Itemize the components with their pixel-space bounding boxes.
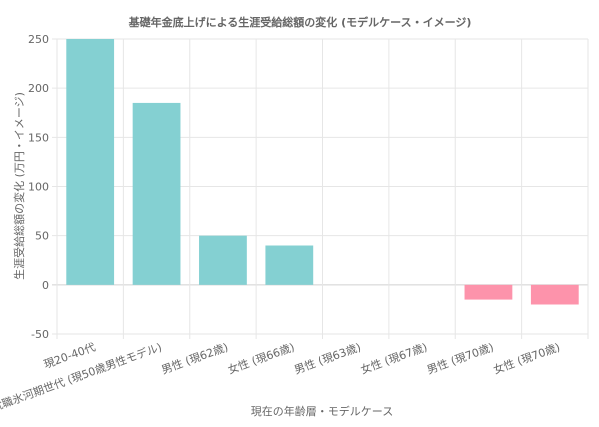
bar (530, 284, 579, 305)
x-tick-label: 女性 (現67歳) (358, 340, 429, 377)
x-tick-label: 男性 (現62歳) (159, 340, 230, 377)
x-tick-label: 男性 (現70歳) (425, 340, 496, 377)
grid-lines (52, 38, 589, 339)
x-tick-label: 男性 (現63歳) (292, 340, 363, 377)
y-tick-label: 50 (35, 230, 49, 243)
x-tick-label: 女性 (現70歳) (491, 340, 562, 377)
y-tick-label: 250 (28, 33, 49, 46)
chart-title: 基礎年金底上げによる生涯受給総額の変化 (モデルケース・イメージ) (128, 15, 472, 29)
bar (66, 39, 115, 285)
x-tick-label: 女性 (現66歳) (226, 340, 297, 377)
y-tick-label: 100 (28, 181, 49, 194)
bars (66, 39, 579, 305)
bar (199, 235, 247, 285)
y-tick-label: 200 (28, 82, 49, 95)
y-axis-title: 生涯受給総額の変化 (万円・イメージ) (12, 92, 26, 280)
y-tick-label: 0 (42, 279, 49, 292)
bar (132, 102, 181, 285)
y-tick-labels: -50 0 50 100 150 200 250 (28, 33, 49, 341)
bar (265, 245, 314, 285)
bar (464, 284, 513, 300)
y-tick-label: 150 (28, 131, 49, 144)
y-tick-label: -50 (31, 328, 49, 341)
x-axis-title: 現在の年齢層・モデルケース (251, 404, 393, 418)
